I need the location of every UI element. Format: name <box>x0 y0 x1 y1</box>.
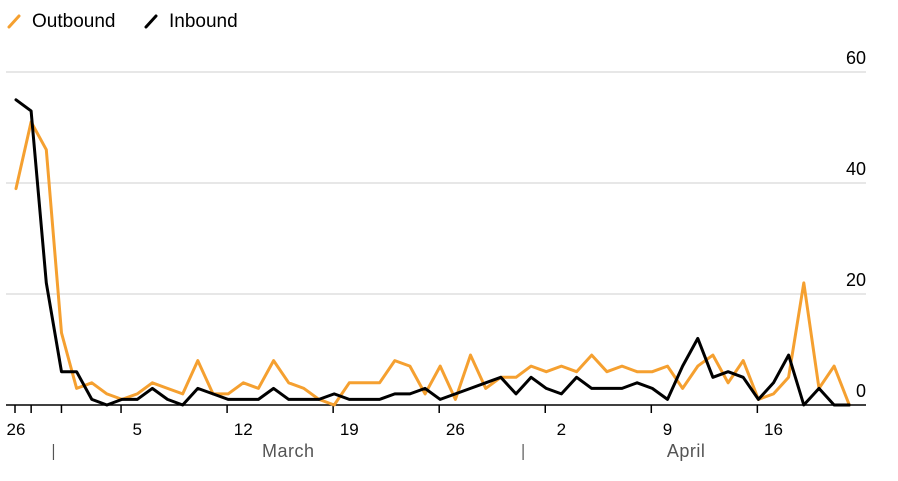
legend-swatch-inbound <box>144 14 158 29</box>
x-axis: 26 5 12 19 26 2 9 16 March April <box>6 404 866 461</box>
legend: Outbound Inbound <box>7 11 238 32</box>
gridlines <box>6 71 866 295</box>
legend-item-inbound: Inbound <box>144 11 238 32</box>
legend-item-outbound: Outbound <box>7 11 115 32</box>
x-tick-label: 16 <box>764 420 783 439</box>
month-label: April <box>667 441 706 461</box>
series-line-inbound <box>14 98 851 407</box>
y-tick-label: 20 <box>846 270 866 290</box>
y-tick-label: 60 <box>846 48 866 68</box>
x-tick-label: 19 <box>340 420 359 439</box>
y-axis-ticks: 0 20 40 60 <box>846 48 866 401</box>
x-tick-label: 26 <box>446 420 465 439</box>
x-tick-label: 9 <box>663 420 672 439</box>
legend-label-outbound: Outbound <box>32 11 115 32</box>
x-tick-label: 2 <box>557 420 566 439</box>
y-tick-label: 0 <box>856 381 866 401</box>
y-tick-label: 40 <box>846 159 866 179</box>
x-tick-label: 12 <box>234 420 253 439</box>
series-lines <box>14 98 851 407</box>
x-tick-label: 5 <box>132 420 141 439</box>
x-tick-label: 26 <box>7 420 26 439</box>
series-line-outbound <box>14 120 851 407</box>
legend-swatch-outbound <box>7 14 21 29</box>
month-label: March <box>262 441 315 461</box>
legend-label-inbound: Inbound <box>169 11 238 32</box>
